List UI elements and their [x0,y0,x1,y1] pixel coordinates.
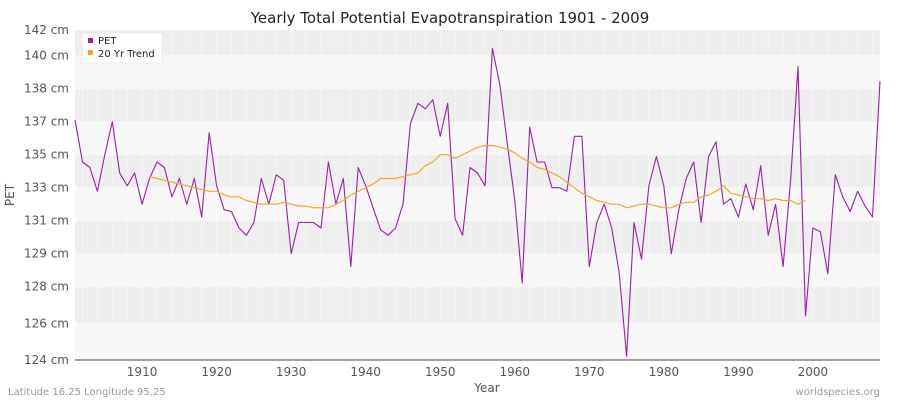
x-axis-label: Year [473,381,499,395]
y-tick-label: 140 cm [24,49,69,63]
x-tick-label: 1960 [499,365,530,379]
x-tick-label: 1920 [201,365,232,379]
y-tick-label: 135 cm [24,148,69,162]
legend: PET 20 Yr Trend [81,32,163,64]
plot-band [75,30,880,56]
y-tick-label: 133 cm [24,181,69,195]
trend-series-line [149,144,806,209]
x-tick-label: 1990 [723,365,754,379]
plot-band [75,286,880,324]
plot-area [75,30,880,360]
x-tick-label: 1980 [649,365,680,379]
x-tick-label: 1910 [127,365,158,379]
legend-label-pet: PET [98,36,117,47]
y-tick-label: 137 cm [24,115,69,129]
footer-coordinates: Latitude 16.25 Longitude 95.25 [8,387,166,398]
x-axis-ticks: 1910 1920 1930 1940 1950 1960 1970 1980 1990 2000 [127,365,828,379]
y-tick-label: 124 cm [24,353,69,367]
y-tick-label: 138 cm [24,82,69,96]
y-axis-label: PET [3,183,17,206]
y-axis-ticks: 124 cm 126 cm 128 cm 129 cm 131 cm 133 cm 135 … [24,23,69,367]
y-tick-label: 131 cm [24,214,69,228]
chart-title: Yearly Total Potential Evapotranspiratio… [250,9,650,27]
y-tick-label: 142 cm [24,23,69,37]
x-tick-label: 1940 [350,365,381,379]
plot-band [75,154,880,188]
legend-box [81,32,163,64]
x-tick-label: 1970 [574,365,605,379]
pet-series-line [74,47,881,357]
x-tick-label: 1930 [276,365,307,379]
x-tick-label: 1950 [425,365,456,379]
x-tick-label: 2000 [798,365,829,379]
y-tick-label: 129 cm [24,247,69,261]
y-tick-label: 126 cm [24,316,69,330]
series-layer [74,47,881,357]
legend-label-trend: 20 Yr Trend [98,49,155,60]
legend-swatch-pet [88,38,93,43]
footer-source: worldspecies.org [796,387,880,398]
plot-band [75,220,880,254]
legend-swatch-trend [88,50,93,55]
plot-band [75,88,880,122]
y-tick-label: 128 cm [24,280,69,294]
